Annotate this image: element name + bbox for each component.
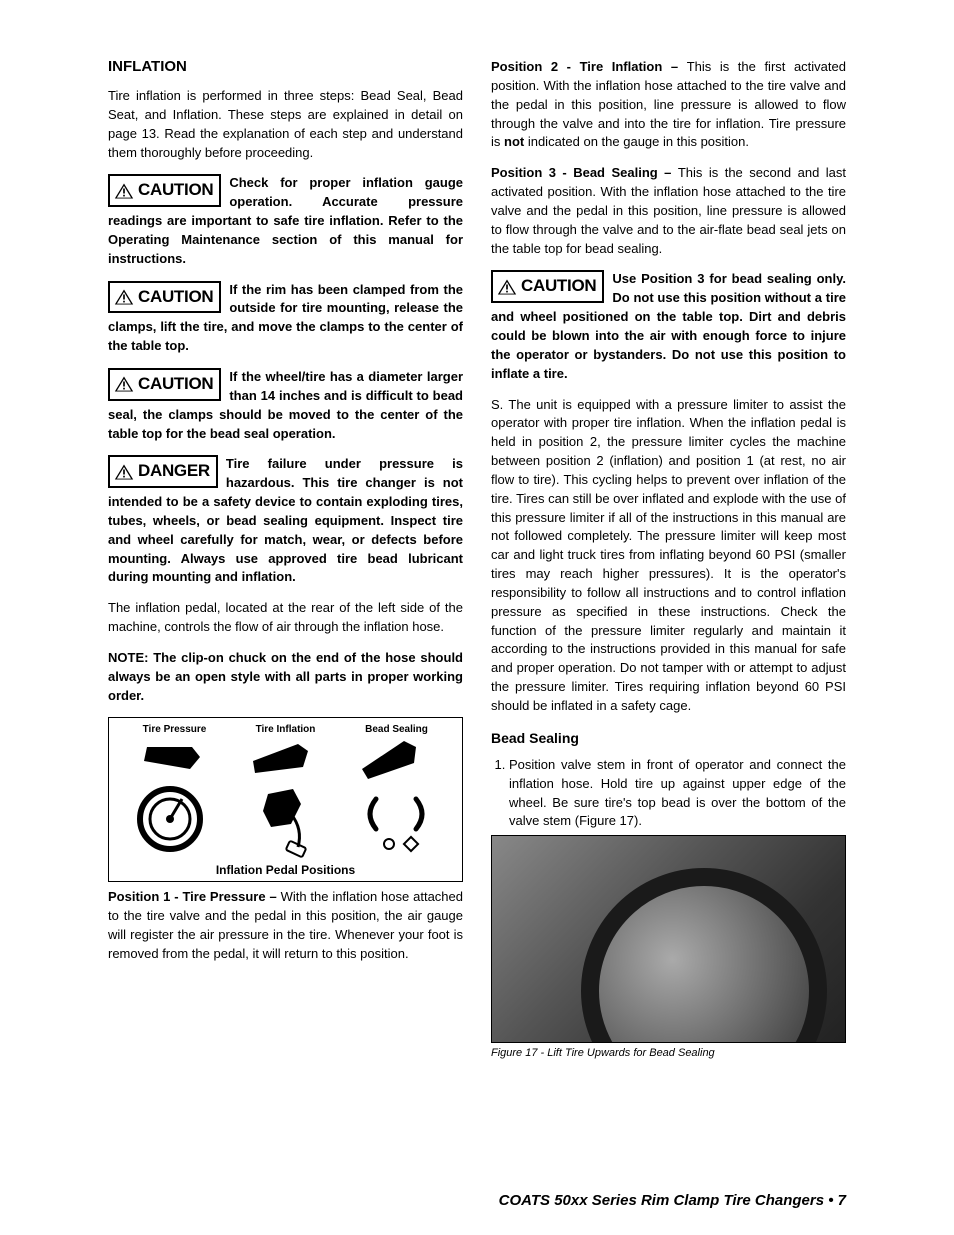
diagram-caption: Inflation Pedal Positions	[119, 863, 452, 877]
left-column: INFLATION Tire inflation is performed in…	[108, 58, 463, 1059]
caution-label-2: CAUTION	[138, 285, 213, 310]
figure-17-caption: Figure 17 - Lift Tire Upwards for Bead S…	[491, 1047, 846, 1059]
diagram-col3-label: Bead Sealing	[341, 724, 452, 735]
caution-badge-2: CAUTION	[108, 281, 221, 314]
position-2-head: Position 2 - Tire Inflation –	[491, 59, 687, 74]
bead-sealing-heading: Bead Sealing	[491, 730, 846, 746]
position-3-head: Position 3 - Bead Sealing –	[491, 165, 678, 180]
caution-block-right: CAUTION Use Position 3 for bead sealing …	[491, 270, 846, 383]
pedal-paragraph: The inflation pedal, located at the rear…	[108, 599, 463, 637]
caution-block-2: CAUTION If the rim has been clamped from…	[108, 281, 463, 356]
warning-icon	[114, 463, 134, 481]
position-2-not: not	[504, 134, 524, 149]
figure-17-photo	[491, 835, 846, 1043]
caution-badge-right: CAUTION	[491, 270, 604, 303]
bead-sealing-icon	[354, 739, 439, 859]
warning-icon	[114, 182, 134, 200]
warning-icon	[114, 288, 134, 306]
caution-badge-3: CAUTION	[108, 368, 221, 401]
page-columns: INFLATION Tire inflation is performed in…	[108, 58, 846, 1059]
danger-badge: DANGER	[108, 455, 218, 488]
caution-badge-1: CAUTION	[108, 174, 221, 207]
caution-block-1: CAUTION Check for proper inflation gauge…	[108, 174, 463, 268]
caution-label-1: CAUTION	[138, 178, 213, 203]
inflation-heading: INFLATION	[108, 58, 463, 75]
danger-label: DANGER	[138, 459, 210, 484]
right-column: Position 2 - Tire Inflation – This is th…	[491, 58, 846, 1059]
tire-inflation-icon	[243, 739, 328, 859]
warning-icon	[497, 278, 517, 296]
danger-block: DANGER Tire failure under pressure is ha…	[108, 455, 463, 587]
diagram-col1-label: Tire Pressure	[119, 724, 230, 735]
warning-icon	[114, 375, 134, 393]
caution-block-3: CAUTION If the wheel/tire has a diameter…	[108, 368, 463, 443]
position-3-paragraph: Position 3 - Bead Sealing – This is the …	[491, 164, 846, 258]
position-2-body-b: indicated on the gauge in this position.	[524, 134, 749, 149]
position-1-paragraph: Position 1 - Tire Pressure – With the in…	[108, 888, 463, 963]
bead-sealing-steps: Position valve stem in front of operator…	[491, 756, 846, 831]
position-2-paragraph: Position 2 - Tire Inflation – This is th…	[491, 58, 846, 152]
pedal-diagram: Tire Pressure Tire Inflation	[108, 717, 463, 882]
bead-sealing-step-1: Position valve stem in front of operator…	[509, 756, 846, 831]
diagram-col2-label: Tire Inflation	[230, 724, 341, 735]
pressure-limiter-paragraph: S. The unit is equipped with a pressure …	[491, 396, 846, 716]
diagram-header-row: Tire Pressure Tire Inflation	[119, 724, 452, 859]
position-1-head: Position 1 - Tire Pressure –	[108, 889, 281, 904]
inflation-intro: Tire inflation is performed in three ste…	[108, 87, 463, 162]
clip-chuck-note: NOTE: The clip-on chuck on the end of th…	[108, 649, 463, 706]
caution-label-3: CAUTION	[138, 372, 213, 397]
tire-pressure-icon	[132, 739, 217, 859]
caution-label-right: CAUTION	[521, 274, 596, 299]
page-footer: COATS 50xx Series Rim Clamp Tire Changer…	[499, 1192, 846, 1209]
